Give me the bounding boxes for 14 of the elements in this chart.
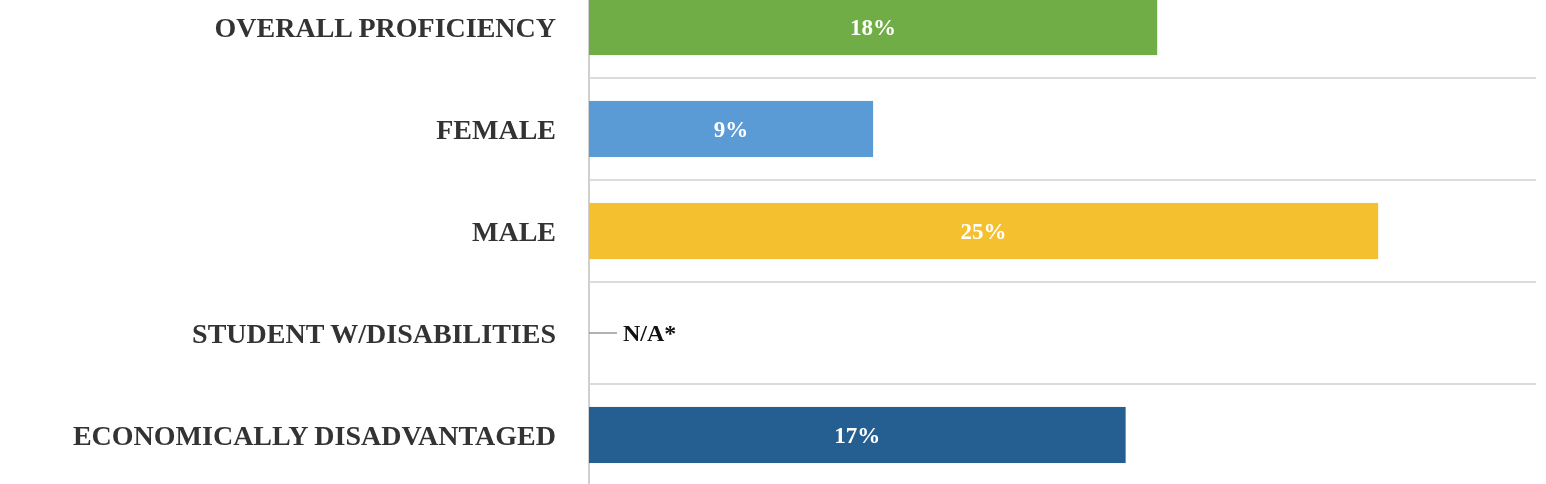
y-tick-label: STUDENT W/DISABILITIES (192, 317, 556, 349)
bar (589, 202, 1379, 260)
bar (589, 0, 1158, 56)
y-tick-label: MALE (472, 215, 556, 247)
text: N/A* (623, 320, 677, 347)
data-label: 25% (960, 219, 1007, 245)
y-tick-label: ECONOMICALLY DISADVANTAGED (72, 419, 556, 451)
data-label: 9% (713, 117, 749, 143)
data-label: 18% (850, 15, 897, 41)
bar (589, 100, 874, 158)
bar (589, 406, 1126, 464)
y-tick-label: FEMALE (436, 113, 556, 145)
y-tick-label: OVERALL PROFICIENCY (214, 11, 556, 43)
data-label: 17% (834, 423, 881, 449)
